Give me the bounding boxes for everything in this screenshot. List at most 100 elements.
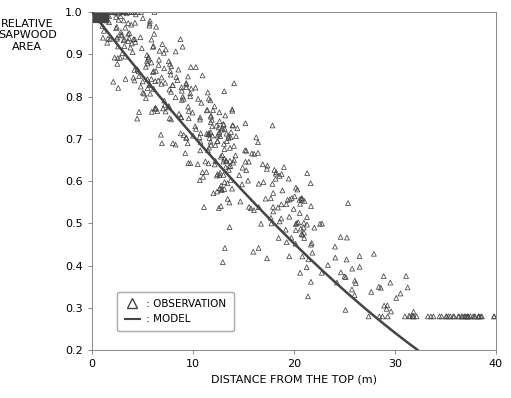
Point [172, 48, 180, 55]
Point [112, 14, 120, 20]
Point [215, 131, 223, 137]
Point [101, 10, 109, 17]
Point [223, 138, 231, 144]
Point [201, 158, 210, 165]
Point [111, 10, 120, 16]
Point [130, 77, 138, 84]
Point [215, 124, 223, 131]
Point [90, 11, 98, 18]
Point [194, 161, 202, 168]
Point [146, 20, 154, 27]
Point [461, 313, 469, 320]
Point [125, 9, 133, 15]
Point [139, 90, 147, 96]
Point [247, 205, 255, 211]
Point [471, 313, 479, 320]
Point [178, 97, 186, 103]
Point [147, 76, 155, 82]
Point [124, 20, 132, 26]
X-axis label: DISTANCE FROM THE TOP (m): DISTANCE FROM THE TOP (m) [211, 375, 377, 385]
Point [263, 166, 271, 172]
Point [212, 123, 220, 129]
Point [271, 176, 280, 182]
Point [218, 152, 226, 158]
Point [310, 224, 318, 231]
Point [224, 133, 233, 139]
Point [464, 313, 472, 320]
Point [252, 134, 260, 140]
Point [117, 13, 125, 19]
Point [113, 55, 122, 61]
Point [296, 210, 304, 216]
Point [102, 12, 110, 18]
Point [177, 84, 185, 91]
Point [105, 13, 113, 19]
Point [138, 45, 146, 51]
Point [114, 17, 123, 23]
Point [296, 269, 304, 276]
Point [103, 9, 111, 15]
Point [176, 36, 184, 42]
Point [435, 313, 444, 320]
Point [99, 9, 107, 15]
Point [203, 131, 211, 137]
Point [92, 16, 101, 22]
Point [213, 138, 221, 144]
Point [99, 11, 107, 17]
Point [140, 90, 148, 97]
Point [90, 16, 99, 22]
Point [242, 148, 250, 154]
Point [122, 76, 130, 82]
Point [109, 78, 118, 85]
Point [146, 90, 154, 97]
Point [241, 147, 249, 153]
Point [269, 208, 277, 215]
Point [88, 14, 97, 20]
Point [222, 164, 230, 170]
Point [268, 181, 276, 187]
Point [242, 167, 250, 174]
Point [238, 181, 246, 187]
Point [217, 154, 225, 160]
Point [134, 68, 143, 74]
Point [101, 10, 109, 17]
Point [318, 269, 326, 276]
Point [460, 313, 469, 320]
Point [92, 13, 101, 19]
Point [112, 24, 121, 30]
Point [207, 119, 215, 125]
Point [297, 231, 306, 237]
Point [119, 9, 127, 15]
Point [127, 21, 135, 28]
Point [102, 14, 110, 20]
Point [173, 77, 181, 83]
Point [290, 206, 298, 212]
Point [147, 59, 155, 66]
Point [219, 121, 227, 127]
Point [103, 9, 111, 15]
Point [114, 43, 122, 50]
Point [102, 9, 110, 15]
Point [150, 31, 158, 37]
Point [194, 96, 202, 102]
Point [285, 214, 293, 220]
Point [98, 11, 106, 17]
Point [151, 78, 159, 84]
Point [216, 172, 224, 178]
Point [157, 131, 165, 138]
Point [167, 89, 175, 95]
Point [225, 167, 233, 173]
Point [208, 133, 217, 139]
Point [277, 171, 286, 177]
Point [222, 157, 230, 164]
Point [227, 177, 235, 183]
Point [221, 245, 229, 251]
Point [186, 93, 194, 100]
Point [102, 15, 110, 21]
Point [93, 13, 101, 19]
Point [257, 220, 265, 227]
Point [342, 274, 350, 280]
Point [224, 196, 232, 202]
Point [182, 81, 191, 88]
Point [445, 313, 453, 320]
